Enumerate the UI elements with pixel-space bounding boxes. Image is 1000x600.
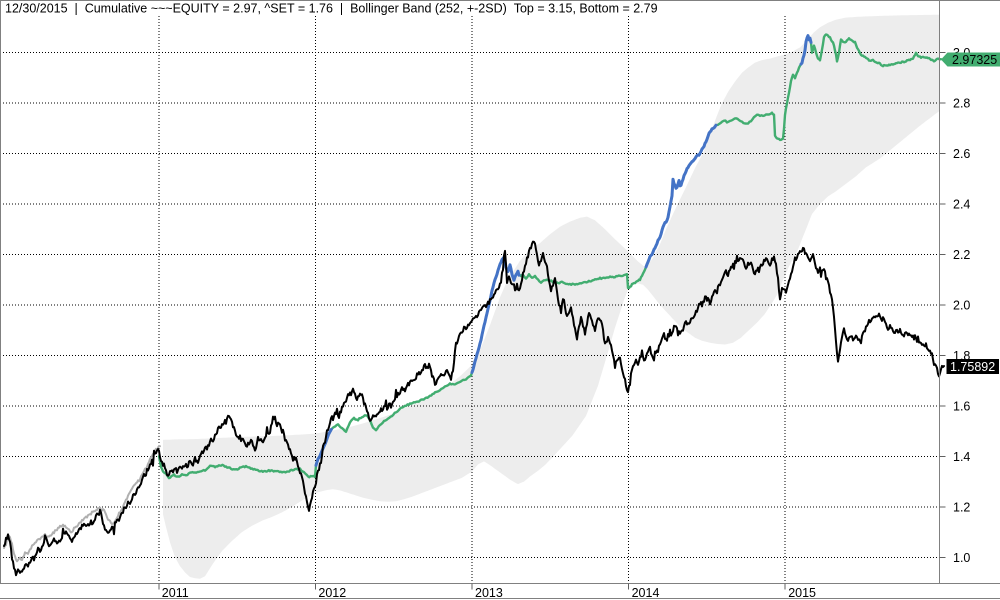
svg-text:2015: 2015	[788, 586, 816, 600]
svg-text:2.6: 2.6	[953, 147, 970, 161]
svg-text:1.6: 1.6	[953, 399, 970, 413]
svg-text:2.2: 2.2	[953, 248, 970, 262]
svg-text:2012: 2012	[318, 586, 346, 600]
svg-text:2014: 2014	[632, 586, 660, 600]
svg-text:2.0: 2.0	[953, 298, 970, 312]
svg-text:2.8: 2.8	[953, 97, 970, 111]
svg-text:2011: 2011	[162, 586, 189, 600]
svg-text:1.2: 1.2	[953, 500, 970, 514]
svg-text:1.4: 1.4	[953, 450, 970, 464]
svg-text:2.97325: 2.97325	[952, 53, 997, 67]
svg-text:1.0: 1.0	[953, 551, 970, 565]
svg-text:2013: 2013	[475, 586, 503, 600]
svg-text:2.4: 2.4	[953, 197, 970, 211]
svg-text:12/30/2015 | Cumulative ~~~E: 12/30/2015 | Cumulative ~~~EQUITY = 2.97…	[5, 2, 658, 16]
svg-text:1.75892: 1.75892	[950, 360, 995, 374]
